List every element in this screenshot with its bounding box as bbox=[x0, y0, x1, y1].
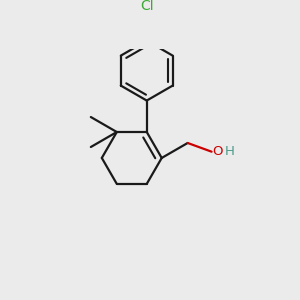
Text: H: H bbox=[225, 145, 235, 158]
Text: O: O bbox=[213, 145, 223, 158]
Text: Cl: Cl bbox=[140, 0, 154, 13]
